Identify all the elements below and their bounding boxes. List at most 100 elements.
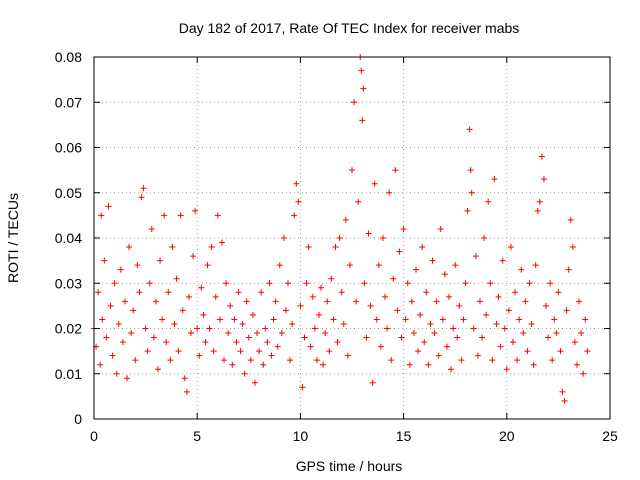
data-point-0-105 xyxy=(305,244,312,251)
data-point-0-216 xyxy=(528,320,535,327)
data-point-0-25 xyxy=(140,185,147,192)
data-point-0-93 xyxy=(280,235,287,241)
data-point-0-64 xyxy=(221,357,228,364)
y-tick-label-7: 0.07 xyxy=(55,94,82,110)
data-point-0-191 xyxy=(476,298,483,305)
data-point-0-10 xyxy=(109,352,116,359)
data-point-0-84 xyxy=(262,325,269,332)
data-point-0-207 xyxy=(509,339,516,346)
data-point-0-220 xyxy=(536,198,543,205)
data-point-0-189 xyxy=(472,253,479,260)
data-point-0-195 xyxy=(485,198,492,205)
x-tick-labels: 0 5 10 15 20 25 xyxy=(90,428,618,444)
data-point-0-177 xyxy=(450,325,457,332)
data-point-0-243 xyxy=(584,348,591,355)
data-point-0-219 xyxy=(534,207,541,214)
data-point-0-100 xyxy=(295,198,302,205)
data-point-0-110 xyxy=(315,311,322,318)
data-point-0-76 xyxy=(245,334,252,341)
data-point-0-43 xyxy=(177,212,184,219)
data-point-0-201 xyxy=(497,343,504,350)
data-point-0-166 xyxy=(427,320,434,327)
data-point-0-37 xyxy=(165,289,172,296)
data-point-0-48 xyxy=(188,330,195,337)
data-point-0-80 xyxy=(254,330,261,337)
data-point-0-24 xyxy=(138,194,145,201)
data-point-0-90 xyxy=(274,343,281,350)
x-tick-label-1: 5 xyxy=(193,428,201,444)
data-point-0-174 xyxy=(443,343,450,350)
data-point-0-175 xyxy=(446,293,453,300)
data-point-0-192 xyxy=(479,334,486,341)
data-point-0-112 xyxy=(320,361,327,368)
data-point-0-144 xyxy=(382,293,389,300)
data-point-0-46 xyxy=(183,388,190,395)
data-point-0-3 xyxy=(97,361,104,368)
x-axis-title: GPS time / hours xyxy=(296,458,403,474)
data-point-0-212 xyxy=(520,330,527,337)
data-point-0-208 xyxy=(512,289,519,296)
data-point-0-138 xyxy=(369,379,376,386)
data-point-0-152 xyxy=(398,334,405,341)
data-point-0-16 xyxy=(121,298,128,305)
data-point-0-18 xyxy=(126,244,133,251)
data-point-0-47 xyxy=(185,293,192,300)
data-point-0-154 xyxy=(402,316,409,323)
data-point-0-61 xyxy=(214,212,221,219)
data-point-0-45 xyxy=(181,375,188,382)
data-point-0-180 xyxy=(456,302,463,309)
data-point-0-115 xyxy=(326,348,333,355)
data-point-0-40 xyxy=(171,320,178,327)
data-point-0-120 xyxy=(336,235,343,241)
data-point-0-198 xyxy=(491,176,498,183)
data-point-0-225 xyxy=(547,280,554,287)
data-point-0-109 xyxy=(313,357,320,364)
data-point-0-81 xyxy=(256,348,263,355)
data-point-0-104 xyxy=(303,280,310,287)
data-point-0-167 xyxy=(429,257,436,264)
data-point-0-178 xyxy=(452,262,459,269)
data-point-0-173 xyxy=(441,271,448,278)
data-point-0-117 xyxy=(330,316,337,323)
data-point-0-42 xyxy=(175,348,182,355)
data-point-0-161 xyxy=(417,311,424,318)
data-point-0-213 xyxy=(522,298,529,305)
data-point-0-233 xyxy=(563,307,570,314)
data-point-0-88 xyxy=(270,316,277,323)
data-point-0-125 xyxy=(346,262,353,269)
y-axis-title: ROTI / TECUs xyxy=(5,193,21,283)
data-point-0-82 xyxy=(258,289,265,296)
data-point-0-190 xyxy=(474,352,481,359)
data-point-0-30 xyxy=(150,334,157,341)
data-point-0-217 xyxy=(530,361,537,368)
data-point-0-66 xyxy=(225,330,232,337)
data-point-0-52 xyxy=(196,352,203,359)
data-point-0-59 xyxy=(210,348,217,355)
y-tick-label-6: 0.06 xyxy=(55,140,82,156)
data-point-0-150 xyxy=(394,307,401,314)
data-point-0-188 xyxy=(470,325,477,332)
data-point-0-231 xyxy=(559,388,566,395)
data-point-0-13 xyxy=(115,320,122,327)
data-point-0-69 xyxy=(231,316,238,323)
data-point-0-210 xyxy=(516,316,523,323)
data-point-0-4 xyxy=(98,212,105,219)
data-point-0-74 xyxy=(241,370,248,377)
data-point-0-102 xyxy=(299,384,306,391)
data-point-0-206 xyxy=(507,244,514,251)
data-point-0-26 xyxy=(142,325,149,332)
data-point-0-169 xyxy=(433,298,440,305)
data-point-0-164 xyxy=(423,289,430,296)
data-point-0-14 xyxy=(117,266,124,273)
data-point-0-136 xyxy=(365,230,372,237)
data-point-0-122 xyxy=(340,320,347,327)
y-tick-label-4: 0.04 xyxy=(55,230,82,246)
data-point-0-134 xyxy=(361,280,368,287)
data-point-0-153 xyxy=(400,225,407,232)
data-point-0-70 xyxy=(233,339,240,346)
data-point-0-139 xyxy=(371,180,378,187)
data-point-0-50 xyxy=(192,207,199,214)
data-point-0-8 xyxy=(105,203,112,210)
data-point-0-226 xyxy=(549,357,556,364)
data-point-0-87 xyxy=(268,352,275,359)
